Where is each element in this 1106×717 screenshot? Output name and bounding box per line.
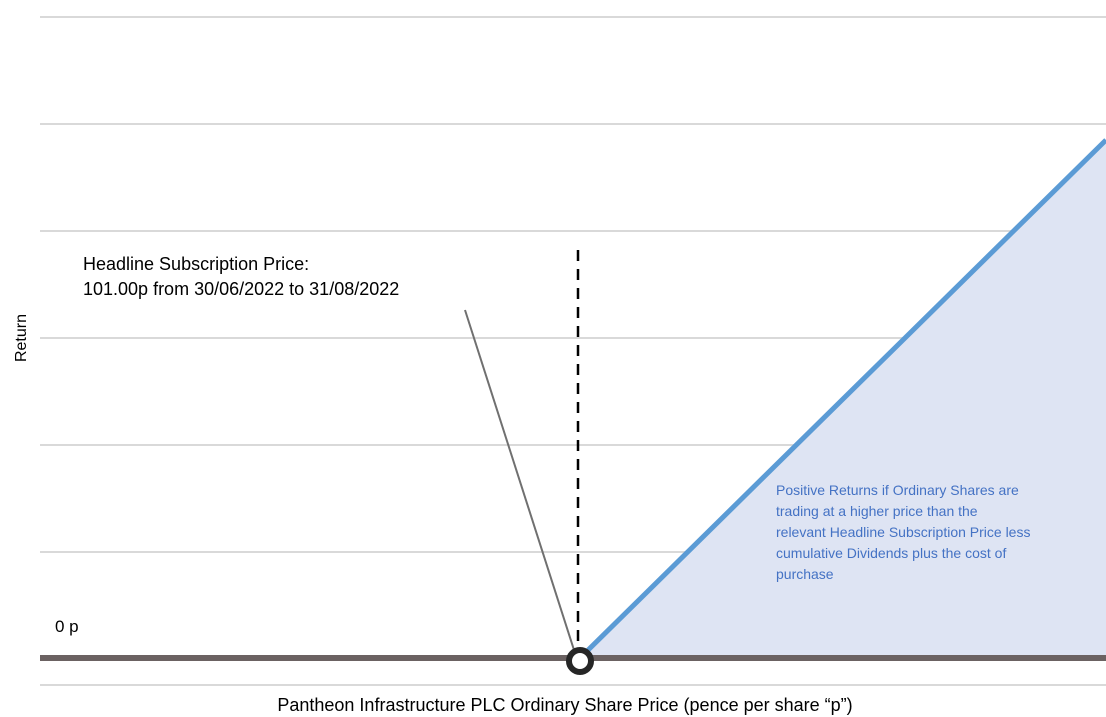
region-annotation-line: purchase [776,566,834,582]
payoff-line [578,138,1106,660]
region-annotation-line: relevant Headline Subscription Price les… [776,524,1030,540]
annotation-leader-line [464,309,575,651]
region-annotation-line: trading at a higher price than the [776,503,978,519]
y-axis-label: Return [13,314,30,362]
region-annotation: Positive Returns if Ordinary Shares are … [776,482,1030,582]
subscription-price-detail: 101.00p from 30/06/2022 to 31/08/2022 [83,279,399,299]
subscription-price-title: Headline Subscription Price: [83,254,309,274]
region-annotation-line: cumulative Dividends plus the cost of [776,545,1006,561]
y-zero-label: 0 p [55,617,79,636]
x-axis-label: Pantheon Infrastructure PLC Ordinary Sha… [277,695,852,715]
region-annotation-line: Positive Returns if Ordinary Shares are [776,482,1019,498]
gridlines [40,16,1106,686]
subscription-price-marker [566,647,594,675]
